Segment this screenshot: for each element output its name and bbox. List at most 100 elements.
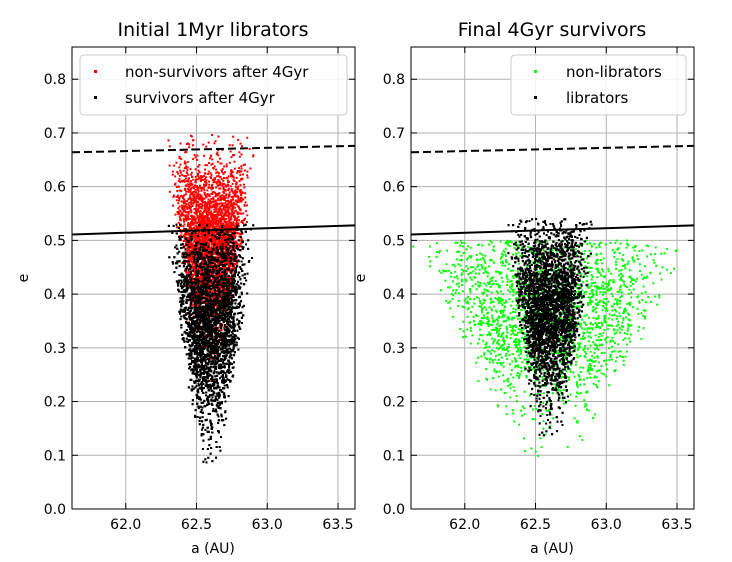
scatter-point bbox=[200, 294, 203, 297]
scatter-point bbox=[203, 184, 206, 187]
scatter-point bbox=[224, 261, 227, 264]
scatter-point bbox=[181, 211, 184, 214]
scatter-point bbox=[225, 214, 228, 217]
scatter-point bbox=[211, 186, 213, 189]
scatter-point bbox=[187, 213, 190, 216]
scatter-point bbox=[238, 171, 241, 174]
scatter-point bbox=[187, 142, 189, 145]
scatter-point bbox=[175, 199, 178, 202]
scatter-point bbox=[208, 199, 211, 202]
scatter-point bbox=[200, 312, 203, 315]
scatter-point bbox=[178, 189, 181, 192]
scatter-point bbox=[222, 258, 225, 261]
scatter-point bbox=[212, 267, 215, 270]
scatter-point bbox=[212, 216, 215, 219]
scatter-point bbox=[189, 260, 192, 263]
scatter-point bbox=[217, 230, 220, 233]
scatter-point bbox=[179, 234, 182, 237]
scatter-point bbox=[229, 276, 232, 279]
left-panel: Initial 1Myr librators 0.00.10.20.30.40.… bbox=[16, 19, 356, 557]
scatter-point bbox=[174, 175, 177, 178]
scatter-point bbox=[211, 223, 213, 226]
scatter-point bbox=[228, 261, 231, 264]
scatter-point bbox=[222, 172, 225, 175]
scatter-point bbox=[214, 191, 217, 194]
scatter-point bbox=[224, 258, 227, 260]
scatter-point bbox=[227, 226, 230, 229]
scatter-point bbox=[238, 155, 241, 158]
scatter-point bbox=[237, 259, 240, 262]
scatter-point bbox=[191, 215, 193, 218]
scatter-point bbox=[188, 282, 191, 285]
scatter-point bbox=[226, 221, 229, 224]
scatter-point bbox=[246, 136, 249, 139]
scatter-point bbox=[238, 244, 241, 247]
scatter-point bbox=[204, 224, 206, 227]
scatter-point bbox=[222, 215, 225, 218]
scatter-point bbox=[171, 170, 174, 173]
scatter-point bbox=[218, 220, 221, 222]
scatter-point bbox=[240, 165, 243, 168]
scatter-point bbox=[214, 205, 217, 208]
scatter-point bbox=[190, 193, 193, 196]
scatter-point bbox=[223, 287, 226, 290]
scatter-point bbox=[192, 280, 195, 283]
scatter-point bbox=[228, 230, 231, 233]
scatter-point bbox=[227, 265, 230, 268]
scatter-point bbox=[199, 239, 202, 242]
scatter-point bbox=[184, 177, 187, 180]
scatter-point bbox=[215, 256, 218, 259]
scatter-point bbox=[216, 192, 219, 195]
scatter-point bbox=[222, 326, 225, 329]
scatter-point bbox=[242, 212, 245, 215]
scatter-point bbox=[199, 175, 202, 178]
scatter-point bbox=[233, 180, 236, 183]
scatter-point bbox=[212, 296, 215, 299]
scatter-point bbox=[197, 220, 200, 223]
scatter-point bbox=[209, 257, 212, 260]
scatter-point bbox=[179, 236, 182, 239]
scatter-point bbox=[229, 203, 232, 206]
scatter-point bbox=[226, 262, 229, 265]
scatter-point bbox=[185, 143, 188, 145]
scatter-point bbox=[209, 248, 212, 250]
scatter-point bbox=[193, 200, 196, 203]
scatter-point bbox=[223, 165, 226, 168]
scatter-point bbox=[243, 169, 246, 172]
scatter-point bbox=[202, 215, 205, 218]
scatter-point bbox=[199, 216, 202, 219]
scatter-point bbox=[189, 189, 192, 192]
scatter-point bbox=[240, 212, 242, 215]
scatter-point bbox=[197, 208, 200, 211]
scatter-point bbox=[226, 211, 229, 214]
scatter-point bbox=[229, 285, 232, 288]
scatter-point bbox=[222, 308, 225, 311]
scatter-point bbox=[192, 273, 195, 276]
scatter-point bbox=[238, 180, 241, 183]
scatter-point bbox=[228, 191, 231, 194]
scatter-point bbox=[217, 221, 220, 224]
scatter-point bbox=[240, 153, 243, 156]
scatter-point bbox=[208, 209, 211, 212]
scatter-point bbox=[229, 185, 232, 188]
scatter-point bbox=[214, 253, 217, 256]
scatter-point bbox=[191, 277, 194, 280]
scatter-point bbox=[222, 227, 225, 229]
scatter-point bbox=[237, 196, 240, 198]
scatter-point bbox=[195, 203, 198, 206]
scatter-point bbox=[211, 249, 214, 252]
scatter-point bbox=[182, 225, 185, 228]
scatter-point bbox=[199, 233, 202, 236]
scatter-point bbox=[231, 222, 234, 225]
scatter-point bbox=[206, 219, 209, 222]
scatter-point bbox=[221, 235, 224, 238]
scatter-point bbox=[212, 178, 215, 181]
scatter-point bbox=[211, 240, 214, 243]
scatter-point bbox=[205, 209, 207, 212]
scatter-point bbox=[252, 154, 255, 157]
scatter-point bbox=[190, 173, 193, 176]
scatter-point bbox=[208, 253, 211, 256]
scatter-point bbox=[184, 200, 187, 203]
scatter-point bbox=[184, 175, 187, 177]
scatter-point bbox=[213, 270, 216, 273]
